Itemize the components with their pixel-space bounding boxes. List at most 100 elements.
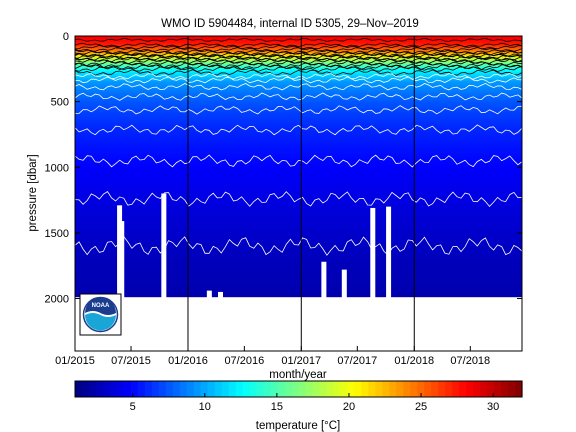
colorbar-cell [473,381,481,397]
missing-data-column [119,221,125,300]
x-tick-label: 07/2015 [111,355,151,367]
logo-lower-half [85,313,116,331]
colorbar-cell [326,381,335,397]
colorbar-cell [256,381,265,397]
isotherm-24 [75,49,522,55]
isotherm-5 [75,154,522,168]
colorbar-cell [263,381,272,397]
x-tick-label: 01/2018 [394,355,434,367]
missing-data-column [321,261,327,300]
colorbar-tick-label: 15 [271,401,283,413]
colorbar-tick-label: 30 [487,401,499,413]
isotherm-lines [75,37,522,256]
x-axis-label: month/year [269,369,327,381]
colorbar-cell [200,381,209,397]
colorbar-cell [249,381,258,397]
colorbar-cell [186,381,195,397]
colorbar-cell [123,381,132,397]
colorbar-cell [431,381,439,397]
plot-frame [74,35,523,352]
x-tick-label: 07/2018 [450,355,490,367]
colorbar-cell [81,381,90,397]
isotherm-28 [75,37,522,42]
missing-data-column [161,193,167,300]
colorbar-cell [375,381,383,397]
colorbar-cell [424,381,432,397]
colorbar-cell [396,381,404,397]
logo-text: NOAA [92,303,110,309]
colorbar-cell [403,381,411,397]
colorbar-cell [347,381,355,397]
colorbar-cell [382,381,390,397]
colorbar-cell [501,381,509,397]
plot-area [75,36,522,351]
colorbar-cell [319,381,328,397]
colorbar-cell [270,381,279,397]
colorbar-cell [508,381,516,397]
y-axis-label: pressure [dbar] [27,154,39,231]
colorbar-cell [487,381,495,397]
colorbar-cell [102,381,111,397]
colorbar-cell [312,381,321,397]
colorbar-cell [151,381,160,397]
colorbar-gradient [75,381,523,397]
isotherm-8 [75,92,522,101]
isotherm-17 [75,58,522,65]
y-axis: 0 500 1000 1500 2000 [45,31,522,306]
colorbar-cell [221,381,230,397]
colorbar-ticks: 5 10 15 20 25 30 [130,393,499,413]
colorbar-cell [95,381,104,397]
colorbar-cell [214,381,223,397]
colorbar-label: temperature [°C] [256,420,341,432]
colorbar-cell [137,381,146,397]
colorbar-cell [354,381,362,397]
colorbar-cell [284,381,293,397]
colorbar-cell [235,381,244,397]
y-tick-label: 2000 [45,294,69,306]
colorbar-cell [438,381,446,397]
colorbar-cell [417,381,425,397]
colorbar-cell [291,381,300,397]
colorbar-cell [242,381,251,397]
missing-data-column [341,269,347,300]
chart-title: WMO ID 5904484, internal ID 5305, 29–Nov… [161,18,419,30]
colorbar-cell [298,381,307,397]
colorbar-cell [207,381,216,397]
isotherm-7 [75,105,522,115]
x-tick-label: 07/2016 [224,355,264,367]
colorbar-cell [116,381,125,397]
colorbar-cell [109,381,118,397]
colorbar-cell [466,381,474,397]
isotherm-27 [75,42,522,48]
x-tick-label: 01/2015 [55,355,95,367]
colorbar-cell [305,381,314,397]
colorbar-cell [480,381,488,397]
colorbar-cell [340,381,348,397]
isotherm-18 [75,56,522,63]
colorbar-cell [459,381,467,397]
colorbar-cell [75,381,83,397]
y-tick-label: 1000 [45,162,69,174]
colorbar-cell [165,381,174,397]
colorbar-cell [494,381,502,397]
colorbar: 5 10 15 20 25 30 temperature [°C] [74,380,523,432]
x-tick-label: 01/2016 [168,355,208,367]
isotherm-3 [75,235,522,256]
colorbar-cell [88,381,97,397]
missing-data-column [217,291,223,300]
isotherm-13 [75,65,522,72]
colorbar-cell [193,381,202,397]
colorbar-cell [410,381,418,397]
isotherm-12 [75,69,522,76]
y-tick-label: 0 [63,31,69,43]
colorbar-cell [361,381,369,397]
y-tick-label: 1500 [45,228,69,240]
colorbar-cell [158,381,167,397]
isotherm-9 [75,82,522,91]
colorbar-cell [228,381,237,397]
colorbar-frame [74,380,523,398]
x-tick-label: 01/2017 [281,355,321,367]
isotherm-4 [75,191,522,208]
colorbar-cell [333,381,342,397]
